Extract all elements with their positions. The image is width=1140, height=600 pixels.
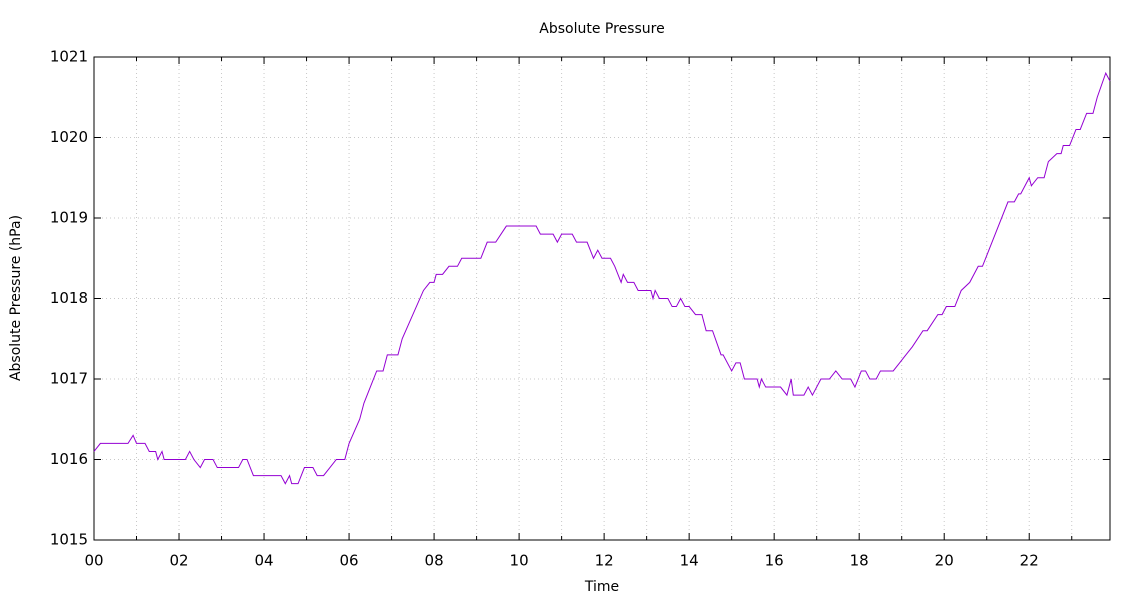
x-tick-label: 16 [765,552,784,570]
y-tick-label: 1019 [50,209,88,227]
x-tick-label: 08 [425,552,444,570]
x-axis-label: Time [584,579,619,595]
x-tick-label: 06 [340,552,359,570]
y-tick-label: 1017 [50,370,88,388]
x-tick-label: 18 [850,552,869,570]
x-tick-label: 00 [84,552,103,570]
x-tick-label: 22 [1020,552,1039,570]
y-tick-label: 1018 [50,289,88,307]
x-tick-label: 12 [595,552,614,570]
y-tick-label: 1021 [50,48,88,66]
chart-title: Absolute Pressure [539,21,664,37]
x-tick-label: 02 [169,552,188,570]
data-line [93,71,1111,485]
y-tick-label: 1015 [50,531,88,549]
x-tick-label: 14 [680,552,699,570]
x-tick-label: 10 [510,552,529,570]
x-tick-label: 04 [254,552,273,570]
y-tick-label: 1020 [50,128,88,146]
y-axis-label: Absolute Pressure (hPa) [8,215,24,381]
plot-border [93,56,1111,541]
x-tick-label: 20 [935,552,954,570]
y-tick-label: 1016 [50,450,88,468]
